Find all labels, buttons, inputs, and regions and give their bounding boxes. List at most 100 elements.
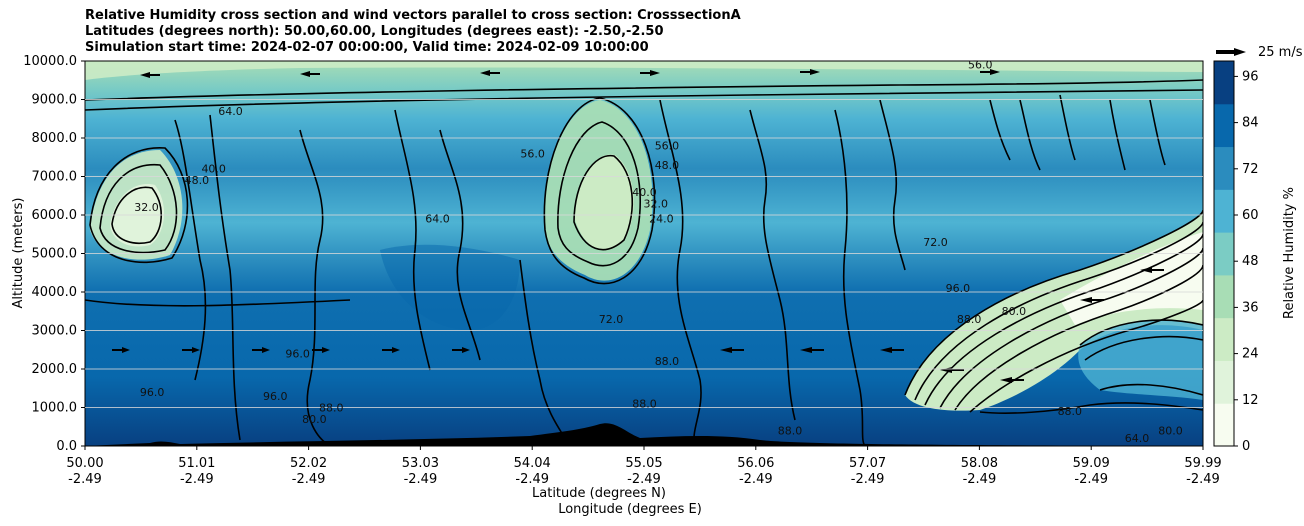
y-tick-label: 2000.0 xyxy=(32,362,78,377)
colorbar-segment xyxy=(1214,146,1234,190)
wind-row-mid xyxy=(640,69,1000,76)
contour-label: 56.0 xyxy=(968,59,993,72)
contour-label: 80.0 xyxy=(302,413,327,426)
colorbar-tick-label: 84 xyxy=(1242,116,1259,131)
contour-label: 96.0 xyxy=(140,386,165,399)
vector-key-label: 25 m/s xyxy=(1258,45,1303,60)
x-axis: 50.00-2.4951.01-2.4952.02-2.4953.03-2.49… xyxy=(66,446,1222,487)
y-grid xyxy=(85,99,1203,408)
contour-label: 88.0 xyxy=(632,398,657,411)
x-tick-label-lat: 59.09 xyxy=(1073,456,1110,471)
x-tick-label-lat: 57.07 xyxy=(849,456,886,471)
contour-label: 56.0 xyxy=(520,147,545,160)
wind-row-low-left xyxy=(112,347,470,353)
dry-region-right xyxy=(905,210,1203,411)
y-tick-label: 6000.0 xyxy=(32,208,78,223)
contour-label: 32.0 xyxy=(644,197,669,210)
y-axis: 0.0 1000.0 2000.0 3000.0 4000.0 5000.0 6000.0 7… xyxy=(23,54,85,454)
x-tick-label-lat: 56.06 xyxy=(737,456,774,471)
dry-region-right-lower xyxy=(1078,320,1203,400)
x-tick-label-lon: -2.49 xyxy=(851,472,885,487)
x-tick-label-lat: 54.04 xyxy=(514,456,551,471)
colorbar-segment xyxy=(1214,103,1234,148)
colorbar-tick-label: 48 xyxy=(1242,254,1259,269)
colorbar-tick-label: 24 xyxy=(1242,347,1259,362)
title-line-2: Latitudes (degrees north): 50.00,60.00, … xyxy=(85,24,664,39)
vector-key: 25 m/s xyxy=(1216,45,1303,60)
colorbar-segment xyxy=(1214,403,1234,447)
wind-row-low-right xyxy=(720,267,1164,383)
x-tick-label-lon: -2.49 xyxy=(515,472,549,487)
contour-label: 96.0 xyxy=(285,347,310,360)
colorbar-frame xyxy=(1213,60,1235,447)
y-tick-label: 4000.0 xyxy=(32,285,78,300)
chart-title: Relative Humidity cross section and wind… xyxy=(85,8,741,56)
y-tick-label: 10000.0 xyxy=(23,54,77,69)
contour-label: 72.0 xyxy=(923,236,948,249)
x-tick-label-lon: -2.49 xyxy=(404,472,438,487)
contour-label: 96.0 xyxy=(946,282,971,295)
contour-label: 96.0 xyxy=(263,390,288,403)
contour-label: 88.0 xyxy=(319,401,344,414)
colorbar-tick-label: 12 xyxy=(1242,393,1259,408)
x-tick-label-lon: -2.49 xyxy=(180,472,214,487)
y-tick-label: 1000.0 xyxy=(32,401,78,416)
x-tick-label-lat: 53.03 xyxy=(402,456,439,471)
contour-label: 48.0 xyxy=(185,174,210,187)
contour-label: 64.0 xyxy=(218,105,243,118)
x-tick-label-lon: -2.49 xyxy=(292,472,326,487)
colorbar-tick-label: 60 xyxy=(1242,208,1259,223)
contour-lines xyxy=(85,79,1203,446)
contour-label: 64.0 xyxy=(425,213,450,226)
dry-region-center-core xyxy=(575,154,634,251)
contour-label: 48.0 xyxy=(655,159,680,172)
colorbar-tick-label: 0 xyxy=(1242,439,1250,454)
colorbar-segment xyxy=(1214,232,1234,276)
x-tick-label-lon: -2.49 xyxy=(739,472,773,487)
y-tick-label: 0.0 xyxy=(56,439,77,454)
colorbar-segment xyxy=(1214,274,1234,319)
x-tick-label-lon: -2.49 xyxy=(963,472,997,487)
x-tick-label-lat: 50.00 xyxy=(66,456,103,471)
wind-vectors xyxy=(112,69,1164,383)
colorbar-segment xyxy=(1214,61,1234,105)
title-line-3: Simulation start time: 2024-02-07 00:00:… xyxy=(85,40,649,55)
x-tick-label-lat: 59.99 xyxy=(1184,456,1221,471)
x-axis-label-box: Latitude (degrees N) xyxy=(0,486,1304,501)
contour-label: 40.0 xyxy=(632,186,657,199)
colorbar-segment xyxy=(1214,317,1234,361)
colorbar-tick-label: 96 xyxy=(1242,69,1259,84)
y-tick-label: 3000.0 xyxy=(32,324,78,339)
dry-region-right-core xyxy=(1060,232,1203,325)
contour-label: 40.0 xyxy=(201,163,226,176)
contour-label: 32.0 xyxy=(134,201,159,214)
colorbar-tick-label: 36 xyxy=(1242,300,1259,315)
y-tick-label: 9000.0 xyxy=(32,93,78,108)
contour-label: 88.0 xyxy=(957,313,982,326)
contour-label: 56.0 xyxy=(655,140,680,153)
x-tick-label-lat: 52.02 xyxy=(290,456,327,471)
moist-patch-lower-mid xyxy=(380,244,520,330)
dry-patch-top xyxy=(85,61,1203,80)
contour-label: 72.0 xyxy=(599,313,624,326)
contour-label: 64.0 xyxy=(1125,432,1150,445)
y-axis-label: Altitude (meters) xyxy=(11,198,26,309)
contour-label: 88.0 xyxy=(778,424,803,437)
x-tick-label-lon: -2.49 xyxy=(68,472,102,487)
x-axis-label: Latitude (degrees N) xyxy=(532,486,666,501)
x-tick-label-lon: -2.49 xyxy=(1074,472,1108,487)
wind-row-upper-left xyxy=(140,70,500,78)
colorbar-tick-label: 72 xyxy=(1242,162,1259,177)
rh-features xyxy=(85,61,1203,446)
y-tick-label: 5000.0 xyxy=(32,247,78,262)
vector-key-arrow xyxy=(1216,48,1246,56)
x-axis-label-2: Longitude (degrees E) xyxy=(558,502,702,517)
contour-label: 24.0 xyxy=(649,213,674,226)
contour-label: 88.0 xyxy=(1058,405,1083,418)
x-tick-label-lon: -2.49 xyxy=(1186,472,1220,487)
colorbar: 0 12 24 36 48 60 72 84 96 xyxy=(1213,60,1259,454)
terrain xyxy=(85,423,1203,446)
title-line-1: Relative Humidity cross section and wind… xyxy=(85,8,741,23)
colorbar-label: Relative Humidity % xyxy=(1282,187,1297,319)
